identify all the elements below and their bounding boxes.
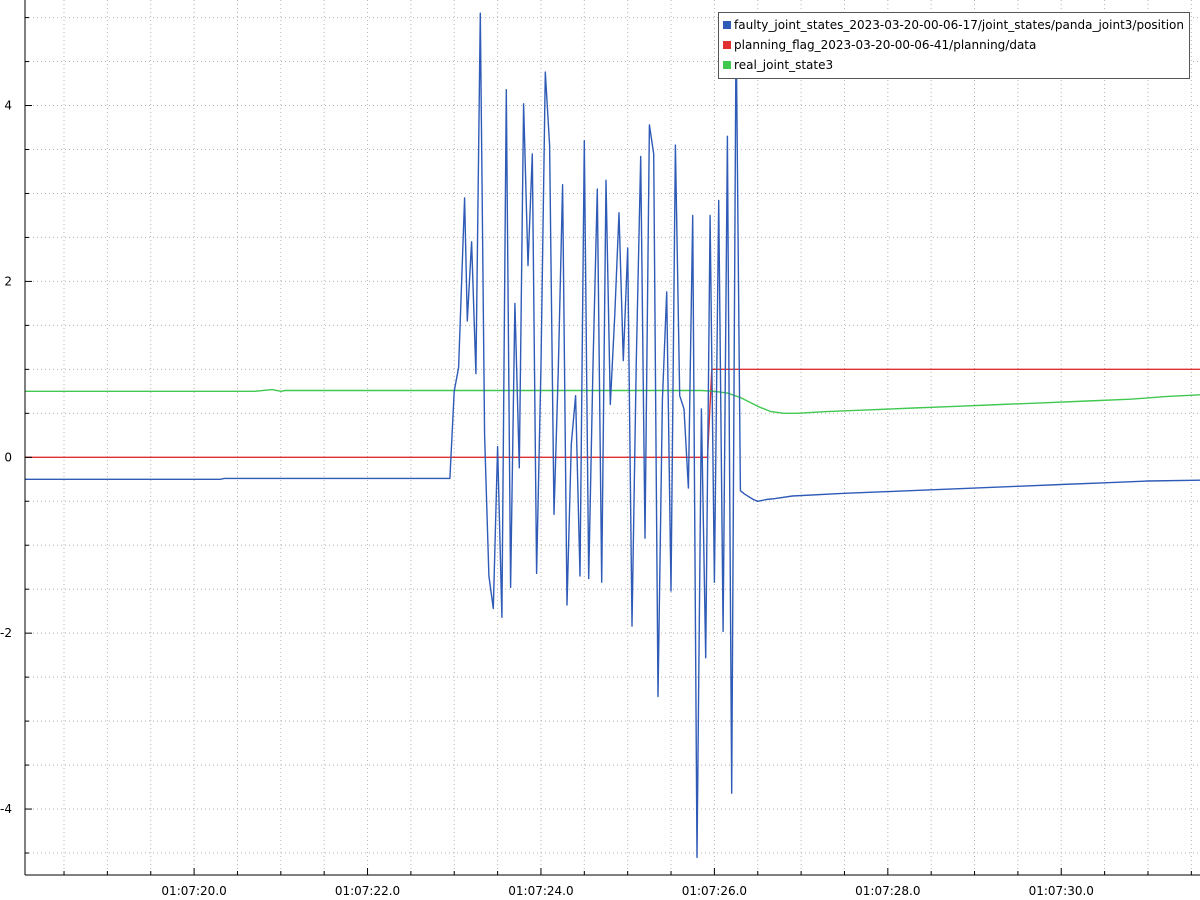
series-layer xyxy=(25,12,1200,859)
series-line-faulty-joint-states xyxy=(25,12,1200,859)
legend-item-faulty-joint-states[interactable]: faulty_joint_states_2023-03-20-00-06-17/… xyxy=(723,15,1184,35)
legend-item-planning-flag[interactable]: planning_flag_2023-03-20-00-06-41/planni… xyxy=(723,35,1184,55)
legend-label: planning_flag_2023-03-20-00-06-41/planni… xyxy=(734,38,1037,52)
y-tick-label: -4 xyxy=(0,802,12,816)
legend-label: faulty_joint_states_2023-03-20-00-06-17/… xyxy=(734,18,1184,32)
grid xyxy=(25,0,1200,875)
x-tick-label: 01:07:26.0 xyxy=(682,884,747,898)
legend-label: real_joint_state3 xyxy=(734,58,834,72)
x-tick-label: 01:07:30.0 xyxy=(1029,884,1094,898)
x-tick-label: 01:07:28.0 xyxy=(855,884,920,898)
legend-swatch-red xyxy=(723,41,732,49)
series-line-planning-flag xyxy=(25,368,1200,458)
legend-swatch-green xyxy=(723,61,732,69)
series-line-real-joint-state3 xyxy=(25,388,1200,414)
x-tick-label: 01:07:22.0 xyxy=(335,884,400,898)
legend-item-real-joint-state3[interactable]: real_joint_state3 xyxy=(723,55,1184,75)
legend-swatch-blue xyxy=(723,21,732,29)
y-tick-label: 2 xyxy=(4,274,12,288)
y-tick-label: 4 xyxy=(4,99,12,113)
y-tick-label: -2 xyxy=(0,626,12,640)
x-tick-label: 01:07:24.0 xyxy=(508,884,573,898)
legend[interactable]: faulty_joint_states_2023-03-20-00-06-17/… xyxy=(718,12,1190,79)
x-tick-label: 01:07:20.0 xyxy=(161,884,226,898)
y-tick-label: 0 xyxy=(4,450,12,464)
